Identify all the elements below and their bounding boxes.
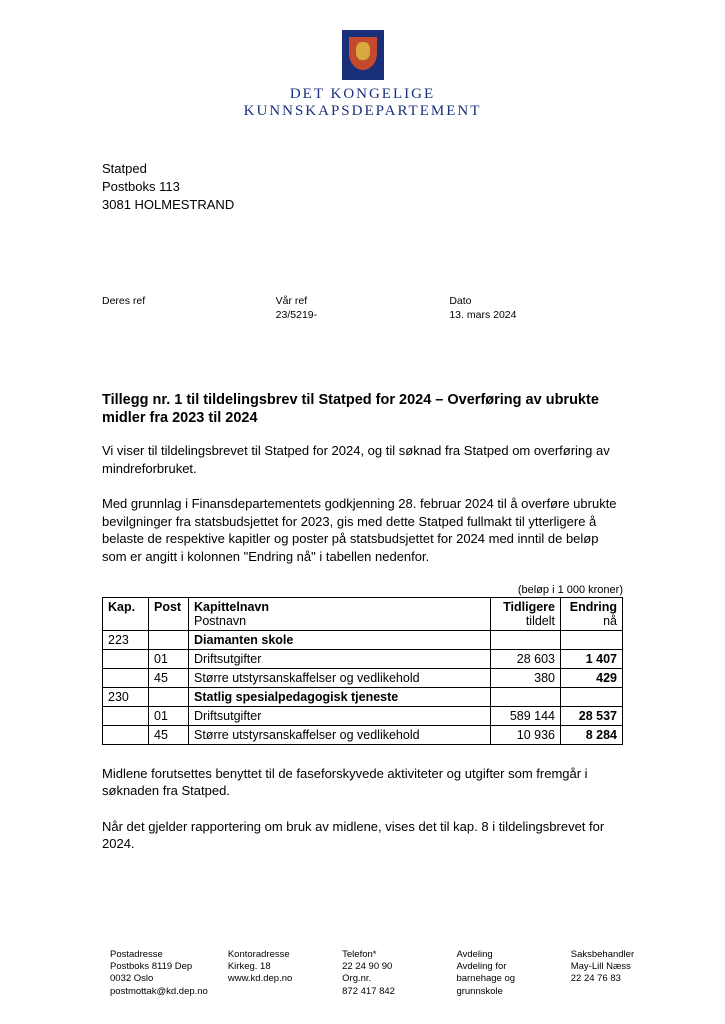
table-row: 223Diamanten skole <box>103 630 623 649</box>
table-row: 45Større utstyrsanskaffelser og vedlikeh… <box>103 725 623 744</box>
allocation-table: Kap. Post KapittelnavnPostnavn Tidligere… <box>102 597 623 745</box>
th-post: Post <box>149 597 189 630</box>
table-row: 01Driftsutgifter28 6031 407 <box>103 649 623 668</box>
th-prev: Tidligeretildelt <box>491 597 561 630</box>
table-row: 01Driftsutgifter589 14428 537 <box>103 706 623 725</box>
recipient-name: Statped <box>102 160 623 178</box>
table-header-row: Kap. Post KapittelnavnPostnavn Tidligere… <box>103 597 623 630</box>
department-name-line1: DET KONGELIGE <box>102 86 623 103</box>
department-name-line2: KUNNSKAPSDEPARTEMENT <box>102 103 623 120</box>
paragraph-1: Vi viser til tildelingsbrevet til Statpe… <box>102 442 623 477</box>
recipient-addr2: 3081 HOLMESTRAND <box>102 196 623 214</box>
vaar-ref-label: Vår ref <box>276 295 450 307</box>
footer-col-saksbehandler: Saksbehandler May-Lill Næss 22 24 76 83 <box>571 949 665 998</box>
table-row: 45Større utstyrsanskaffelser og vedlikeh… <box>103 668 623 687</box>
coat-of-arms-icon <box>342 30 384 80</box>
footer-col-telefon: Telefon* 22 24 90 90 Org.nr. 872 417 842 <box>342 949 436 998</box>
deres-ref-label: Deres ref <box>102 295 276 307</box>
letterhead-logo: DET KONGELIGE KUNNSKAPSDEPARTEMENT <box>102 30 623 120</box>
paragraph-4: Når det gjelder rapportering om bruk av … <box>102 818 623 853</box>
paragraph-2: Med grunnlag i Finansdepartementets godk… <box>102 495 623 565</box>
th-name: KapittelnavnPostnavn <box>189 597 491 630</box>
table-caption: (beløp i 1 000 kroner) <box>102 584 623 596</box>
dato-value: 13. mars 2024 <box>449 309 623 321</box>
th-chg: Endringnå <box>561 597 623 630</box>
document-title: Tillegg nr. 1 til tildelingsbrev til Sta… <box>102 391 623 429</box>
th-kap: Kap. <box>103 597 149 630</box>
footer: Postadresse Postboks 8119 Dep 0032 Oslo … <box>110 949 665 998</box>
vaar-ref-value: 23/5219- <box>276 309 450 321</box>
footer-col-avdeling: Avdeling Avdeling for barnehage og grunn… <box>456 949 550 998</box>
recipient-addr1: Postboks 113 <box>102 178 623 196</box>
reference-row: Deres ref Vår ref 23/5219- Dato 13. mars… <box>102 295 623 321</box>
recipient-block: Statped Postboks 113 3081 HOLMESTRAND <box>102 160 623 215</box>
footer-col-postadresse: Postadresse Postboks 8119 Dep 0032 Oslo … <box>110 949 208 998</box>
table-row: 230Statlig spesialpedagogisk tjeneste <box>103 687 623 706</box>
dato-label: Dato <box>449 295 623 307</box>
footer-col-kontoradresse: Kontoradresse Kirkeg. 18 www.kd.dep.no <box>228 949 322 998</box>
paragraph-3: Midlene forutsettes benyttet til de fase… <box>102 765 623 800</box>
